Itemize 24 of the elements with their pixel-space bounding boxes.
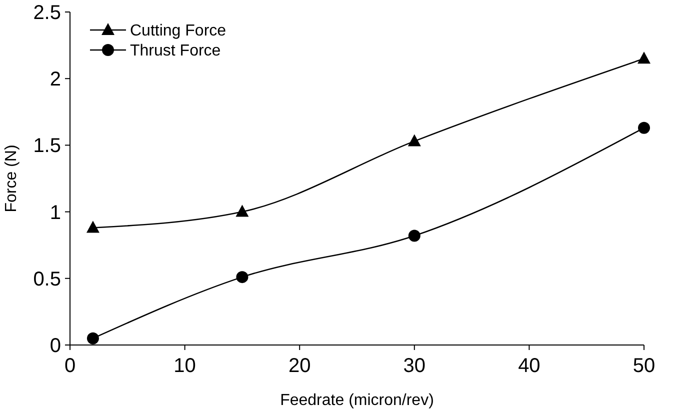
legend-label: Thrust Force: [130, 42, 221, 60]
point: [408, 230, 420, 242]
y-tick-label: 2: [50, 68, 61, 91]
point: [638, 122, 650, 134]
x-tick-label: 10: [174, 355, 196, 377]
x-tick-label: 0: [64, 355, 76, 377]
y-tick-label: 2.5: [33, 2, 61, 24]
legend-label: Cutting Force: [130, 22, 226, 40]
y-tick-label: 0: [50, 335, 61, 357]
point: [236, 204, 249, 217]
x-tick-label: 40: [518, 355, 540, 377]
x-axis-title: Feedrate (micron/rev): [280, 392, 434, 409]
x-tick-label: 50: [632, 355, 656, 377]
x-tick-label: 20: [288, 355, 311, 377]
x-tick-label: 30: [403, 355, 426, 377]
y-tick-label: 0.5: [33, 268, 61, 290]
point: [236, 271, 248, 284]
point: [86, 332, 99, 344]
point: [408, 134, 421, 146]
point: [638, 52, 650, 64]
point: [86, 220, 100, 233]
y-tick-label: 1: [50, 202, 61, 224]
y-tick-label: 1.5: [33, 135, 61, 158]
y-axis-title: Force (N): [3, 144, 20, 212]
